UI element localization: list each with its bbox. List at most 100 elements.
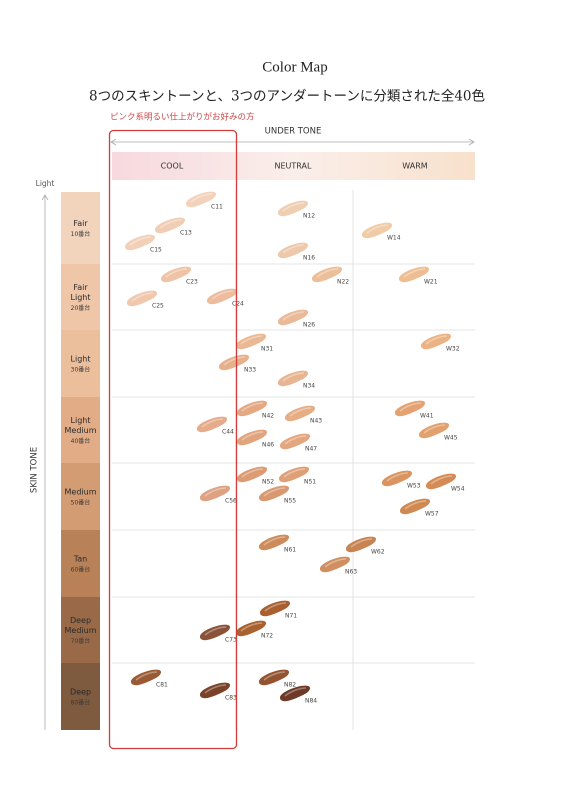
- row-name: Light: [71, 293, 91, 302]
- shade-code: W54: [451, 486, 465, 493]
- shade-highlight: [159, 219, 182, 229]
- shade: [279, 433, 311, 450]
- shade-swatch: [235, 620, 267, 637]
- row-range: 60番台: [71, 566, 91, 574]
- shade: [130, 669, 162, 686]
- shade: [277, 370, 309, 387]
- shade-highlight: [423, 424, 446, 434]
- shade-code: W45: [444, 435, 458, 442]
- shade-code: N42: [262, 413, 274, 420]
- shade: [279, 685, 311, 702]
- shade-highlight: [386, 472, 409, 482]
- shade: [236, 429, 268, 446]
- shade-code: W32: [446, 346, 460, 353]
- row-range: 20番台: [71, 304, 91, 312]
- skin-tone-arrow: [41, 194, 49, 730]
- shade-code: N72: [261, 633, 273, 640]
- shade-swatch: [279, 433, 311, 450]
- shade: [420, 333, 452, 350]
- skin-tone-top: Light: [36, 179, 55, 188]
- row-swatch: [61, 330, 100, 397]
- shade-swatch: [311, 266, 343, 283]
- shade-highlight: [283, 468, 306, 478]
- shade-swatch: [284, 405, 316, 422]
- shade-code: C15: [150, 247, 162, 254]
- shade-code: C25: [152, 303, 164, 310]
- shade: [394, 400, 426, 417]
- shade-highlight: [135, 671, 158, 681]
- shade-code: C73: [225, 637, 237, 644]
- shade-highlight: [324, 558, 347, 568]
- shade-swatch: [258, 669, 290, 686]
- shade-swatch: [124, 234, 156, 251]
- shade-highlight: [204, 684, 227, 694]
- shade-highlight: [241, 431, 264, 441]
- shade: [199, 682, 231, 699]
- shade-swatch: [206, 288, 238, 305]
- row-name: Medium: [65, 626, 97, 635]
- title: Color Map: [262, 59, 327, 75]
- shade-highlight: [204, 487, 227, 497]
- row-name: Tan: [73, 555, 88, 564]
- column-label: NEUTRAL: [275, 162, 312, 171]
- shade-swatch: [278, 466, 310, 483]
- shade-highlight: [241, 468, 264, 478]
- shade: [425, 473, 457, 490]
- row-range: 10番台: [71, 230, 91, 238]
- shade: [319, 556, 351, 573]
- shade-highlight: [404, 500, 427, 510]
- row-swatch: [61, 530, 100, 597]
- shade-highlight: [425, 335, 448, 345]
- column-label: COOL: [161, 162, 184, 171]
- shade-swatch: [319, 556, 351, 573]
- row-swatch: [61, 663, 100, 730]
- shade-highlight: [131, 292, 154, 302]
- shade-highlight: [282, 372, 305, 382]
- shade: [311, 266, 343, 283]
- row-swatch: [61, 397, 100, 463]
- shade: [399, 498, 431, 515]
- shade-code: N61: [284, 547, 296, 554]
- row-range: 40番台: [71, 437, 91, 445]
- shade-highlight: [240, 622, 263, 632]
- shade-highlight: [204, 626, 227, 636]
- shade-code: C81: [156, 682, 168, 689]
- shade-code: W14: [387, 235, 401, 242]
- shade-swatch: [381, 470, 413, 487]
- row-name: Fair: [73, 283, 88, 292]
- shade-swatch: [277, 370, 309, 387]
- shade-swatch: [258, 485, 290, 502]
- shade: [126, 290, 158, 307]
- shade-code: N22: [337, 279, 349, 286]
- shade-swatch: [236, 429, 268, 446]
- shade-code: N34: [303, 383, 315, 390]
- shade-highlight: [263, 536, 286, 546]
- row-swatch: [61, 264, 100, 330]
- cool-highlight: [108, 129, 238, 750]
- shade-swatch: [236, 466, 268, 483]
- shade-swatch: [259, 600, 291, 617]
- shade-code: W53: [407, 483, 421, 490]
- shade-swatch: [235, 333, 267, 350]
- row-name: Fair: [73, 219, 88, 228]
- shade-highlight: [366, 224, 389, 234]
- shade-swatch: [185, 191, 217, 208]
- shade-swatch: [236, 400, 268, 417]
- shade: [206, 288, 238, 305]
- shade-highlight: [263, 487, 286, 497]
- shade: [361, 222, 393, 239]
- shade-code: N47: [305, 446, 317, 453]
- row-name: Medium: [65, 488, 97, 497]
- shade-swatch: [277, 242, 309, 259]
- shade-code: C11: [211, 204, 223, 211]
- shade-highlight: [165, 268, 188, 278]
- row-labels: Fair10番台FairLight20番台Light30番台LightMediu…: [61, 192, 100, 730]
- shade-swatch: [199, 682, 231, 699]
- shade-highlight: [282, 311, 305, 321]
- shade-highlight: [129, 236, 152, 246]
- shade: [235, 620, 267, 637]
- shade-code: W41: [420, 413, 434, 420]
- shade: [284, 405, 316, 422]
- shade-code: N46: [262, 442, 274, 449]
